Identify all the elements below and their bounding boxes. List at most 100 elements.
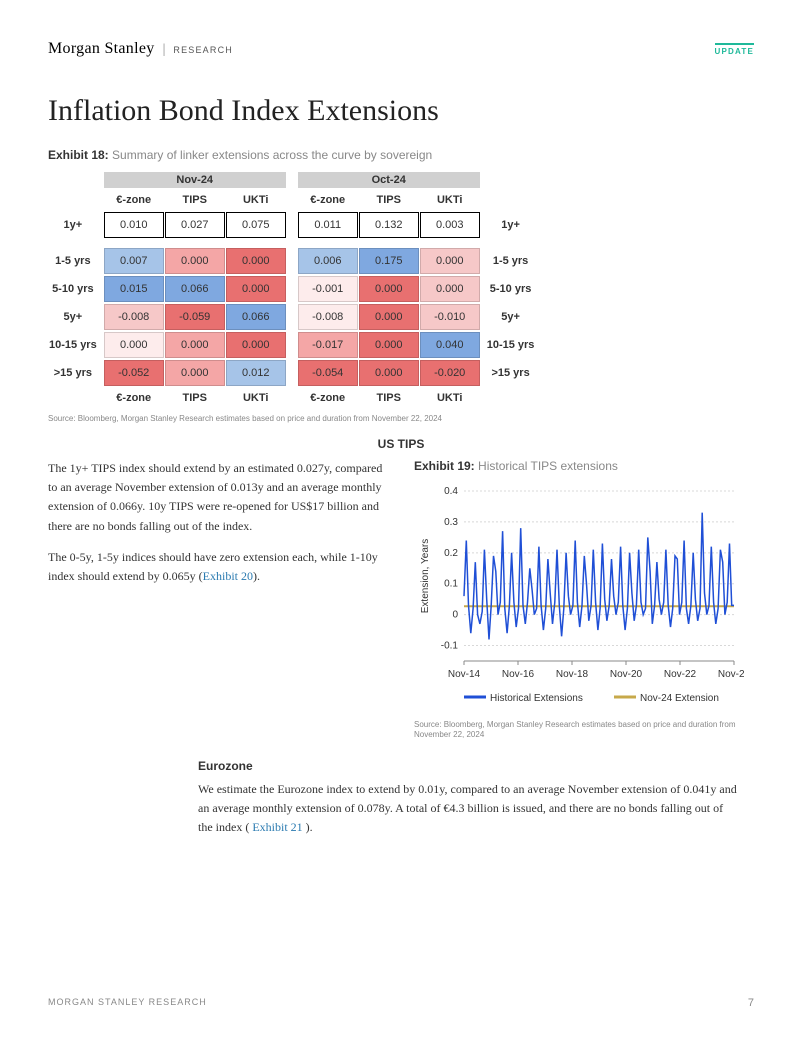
exhibit19-label: Exhibit 19: (414, 459, 475, 473)
heatmap-cell: 0.000 (165, 248, 225, 274)
heatmap-cell: 0.012 (226, 360, 286, 386)
tips-chart: -0.100.10.20.30.4Extension, YearsNov-14N… (414, 481, 744, 711)
exhibit20-link[interactable]: Exhibit 20 (203, 569, 253, 583)
heatmap-cell: 0.000 (359, 332, 419, 358)
brand-name: Morgan Stanley (48, 40, 155, 58)
exhibit18-source: Source: Bloomberg, Morgan Stanley Resear… (48, 414, 754, 423)
row-hdr: 5y+ (49, 304, 103, 330)
col-hdr: TIPS (165, 388, 225, 408)
heatmap-cell: -0.008 (298, 304, 358, 330)
exhibit19-block: Exhibit 19: Historical TIPS extensions -… (414, 459, 754, 741)
legend-label: Historical Extensions (490, 693, 583, 704)
heatmap-cell: 0.000 (226, 248, 286, 274)
col-hdr: €-zone (104, 388, 164, 408)
ustips-p2: The 0-5y, 1-5y indices should have zero … (48, 548, 390, 586)
col-hdr: €-zone (298, 190, 358, 210)
row-hdr: 1-5 yrs (481, 248, 535, 274)
row-hdr: 10-15 yrs (481, 332, 535, 358)
heatmap-cell: -0.008 (104, 304, 164, 330)
heatmap-cell: -0.020 (420, 360, 480, 386)
col-hdr: €-zone (104, 190, 164, 210)
page-header: Morgan Stanley | RESEARCH UPDATE (48, 40, 754, 58)
heatmap-cell: 0.010 (104, 212, 164, 238)
col-hdr: TIPS (359, 190, 419, 210)
heatmap-cell: -0.017 (298, 332, 358, 358)
exhibit18-caption: Exhibit 18: Summary of linker extensions… (48, 148, 754, 162)
month-nov: Nov-24 (104, 172, 286, 188)
heatmap-cell: 0.066 (165, 276, 225, 302)
exhibit18-table: Nov-24Oct-24€-zoneTIPSUKTi€-zoneTIPSUKTi… (48, 170, 754, 410)
heatmap-cell: 0.000 (226, 332, 286, 358)
x-tick-label: Nov-22 (664, 669, 697, 680)
row-hdr: 5y+ (481, 304, 535, 330)
heatmap-cell: 0.000 (359, 360, 419, 386)
row-hdr: >15 yrs (481, 360, 535, 386)
exhibit18-label: Exhibit 18: (48, 148, 109, 162)
page-footer: MORGAN STANLEY RESEARCH 7 (48, 997, 754, 1009)
exhibit19-desc: Historical TIPS extensions (478, 459, 618, 473)
col-hdr: TIPS (359, 388, 419, 408)
col-hdr: UKTi (420, 388, 480, 408)
heatmap-cell: 0.040 (420, 332, 480, 358)
exhibit18-desc: Summary of linker extensions across the … (112, 148, 432, 162)
y-tick-label: -0.1 (441, 641, 459, 652)
row-hdr: >15 yrs (49, 360, 103, 386)
y-tick-label: 0.4 (444, 486, 458, 497)
x-tick-label: Nov-20 (610, 669, 643, 680)
ustips-text: The 1y+ TIPS index should extend by an e… (48, 459, 390, 741)
ustips-p1: The 1y+ TIPS index should extend by an e… (48, 459, 390, 536)
col-hdr: €-zone (298, 388, 358, 408)
x-tick-label: Nov-16 (502, 669, 535, 680)
brand-separator: | (163, 42, 166, 58)
row-hdr: 5-10 yrs (481, 276, 535, 302)
brand-sub: RESEARCH (173, 45, 233, 55)
heatmap-cell: -0.010 (420, 304, 480, 330)
historical-line (464, 513, 734, 640)
y-tick-label: 0.3 (444, 517, 458, 528)
exhibit19-caption: Exhibit 19: Historical TIPS extensions (414, 459, 754, 473)
legend-label: Nov-24 Extension (640, 693, 719, 704)
y-tick-label: 0.1 (444, 579, 458, 590)
col-hdr: TIPS (165, 190, 225, 210)
heatmap-cell: 0.000 (104, 332, 164, 358)
heatmap-cell: 0.075 (226, 212, 286, 238)
heatmap-cell: 0.007 (104, 248, 164, 274)
eurozone-p1: We estimate the Eurozone index to extend… (198, 780, 738, 838)
heatmap-cell: 0.006 (298, 248, 358, 274)
heatmap-cell: 0.000 (226, 276, 286, 302)
exhibit21-link[interactable]: Exhibit 21 (252, 820, 302, 834)
heatmap-cell: 0.000 (420, 248, 480, 274)
two-column-layout: The 1y+ TIPS index should extend by an e… (48, 459, 754, 741)
heatmap-cell: 0.000 (359, 276, 419, 302)
heatmap-cell: -0.054 (298, 360, 358, 386)
heatmap-cell: 0.066 (226, 304, 286, 330)
x-tick-label: Nov-18 (556, 669, 589, 680)
heatmap-cell: 0.011 (298, 212, 358, 238)
col-hdr: UKTi (226, 388, 286, 408)
heatmap-cell: 0.000 (420, 276, 480, 302)
heatmap-cell: 0.132 (359, 212, 419, 238)
page-title: Inflation Bond Index Extensions (48, 94, 754, 128)
footer-left: MORGAN STANLEY RESEARCH (48, 997, 207, 1009)
heatmap-cell: -0.001 (298, 276, 358, 302)
update-badge: UPDATE (715, 43, 755, 56)
y-axis-label: Extension, Years (420, 539, 431, 614)
row-hdr: 1y+ (49, 212, 103, 238)
row-hdr: 10-15 yrs (49, 332, 103, 358)
heatmap-cell: 0.000 (359, 304, 419, 330)
row-hdr: 5-10 yrs (49, 276, 103, 302)
eurozone-block: Eurozone We estimate the Eurozone index … (198, 757, 738, 838)
heatmap-cell: -0.059 (165, 304, 225, 330)
page-number: 7 (748, 997, 754, 1009)
row-hdr: 1-5 yrs (49, 248, 103, 274)
row-hdr: 1y+ (481, 212, 535, 238)
y-tick-label: 0.2 (444, 548, 458, 559)
col-hdr: UKTi (226, 190, 286, 210)
month-oct: Oct-24 (298, 172, 480, 188)
exhibit19-source: Source: Bloomberg, Morgan Stanley Resear… (414, 720, 754, 741)
x-tick-label: Nov-14 (448, 669, 481, 680)
ustips-heading: US TIPS (48, 437, 754, 451)
heatmap-cell: 0.003 (420, 212, 480, 238)
heatmap-cell: 0.000 (165, 360, 225, 386)
heatmap-cell: 0.015 (104, 276, 164, 302)
